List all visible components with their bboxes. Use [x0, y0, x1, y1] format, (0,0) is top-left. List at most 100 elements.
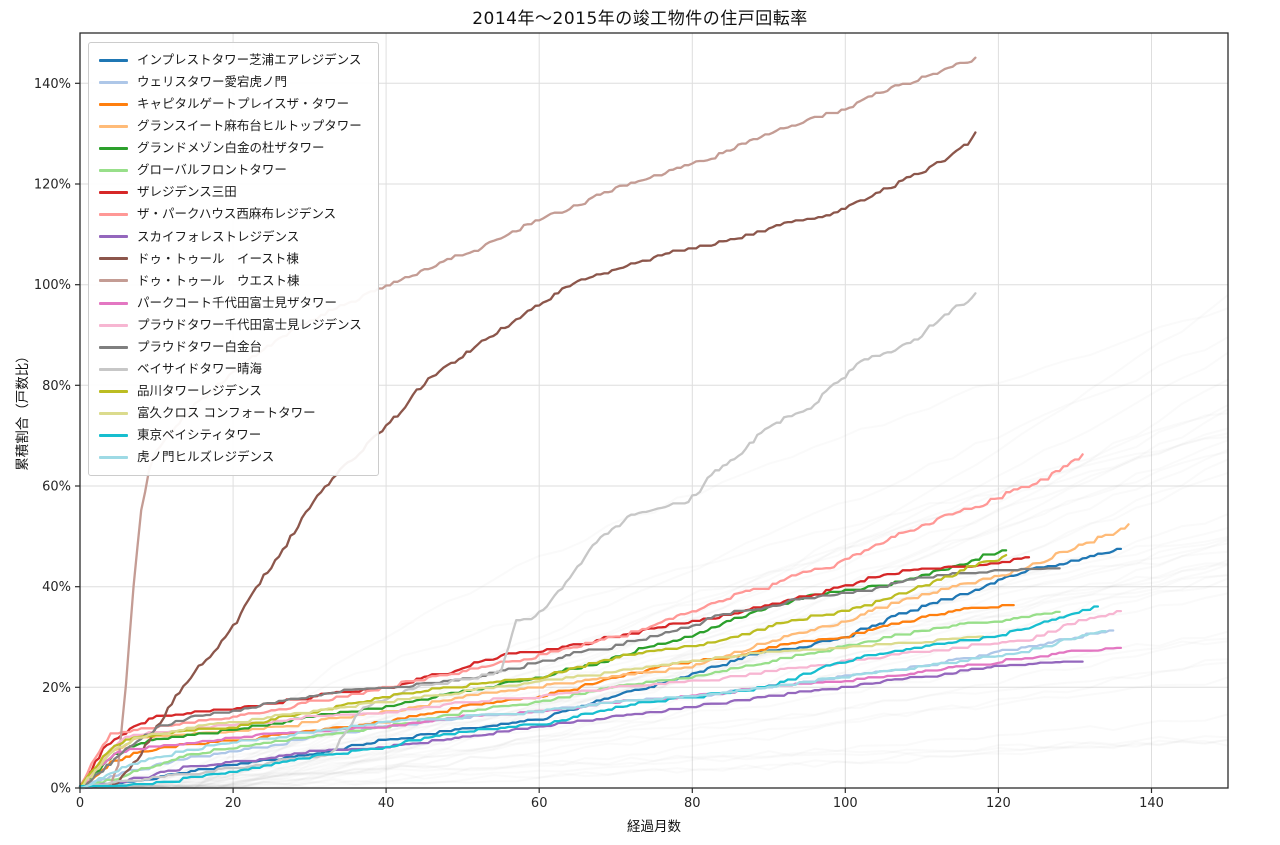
x-tick-label: 100 — [833, 796, 858, 811]
legend-label: ウェリスタワー愛宕虎ノ門 — [137, 73, 288, 89]
legend-label: グランドメゾン白金の杜ザタワー — [137, 140, 325, 156]
series-line — [78, 523, 1130, 790]
legend-label: プラウドタワー千代田富士見レジデンス — [137, 316, 362, 332]
chart-title: 2014年〜2015年の竣工物件の住戸回転率 — [472, 9, 808, 29]
y-tick-label: 40% — [42, 580, 71, 595]
legend-label: ザレジデンス三田 — [137, 184, 237, 200]
legend-label: プラウドタワー白金台 — [137, 339, 263, 355]
y-tick-label: 0% — [50, 782, 71, 797]
y-tick-label: 20% — [42, 681, 71, 696]
legend-item: グローバルフロントタワー — [99, 159, 362, 181]
legend-item: ドゥ・トゥール イースト棟 — [99, 248, 362, 270]
background-series-line — [79, 436, 1229, 790]
background-series-line — [80, 535, 1229, 789]
legend-line-swatch — [99, 434, 128, 438]
legend-item: 品川タワーレジデンス — [99, 380, 362, 402]
legend-label: ザ・パークハウス西麻布レジデンス — [137, 206, 337, 222]
x-tick-label: 40 — [378, 796, 395, 811]
y-tick-label: 140% — [34, 77, 71, 92]
series-line — [78, 660, 1084, 790]
x-tick-label: 140 — [1139, 796, 1164, 811]
legend-line-swatch — [99, 279, 128, 283]
background-series-line — [79, 630, 1229, 789]
background-series-line — [79, 640, 1229, 789]
background-series-line — [79, 573, 1229, 790]
legend-label: 虎ノ門ヒルズレジデンス — [137, 449, 275, 465]
legend-line-swatch — [99, 456, 128, 460]
legend-item: グランスイート麻布台ヒルトップタワー — [99, 115, 362, 137]
background-series-line — [79, 351, 1229, 789]
legend-line-swatch — [99, 213, 128, 217]
series-line — [78, 292, 977, 790]
legend-label: グローバルフロントタワー — [137, 162, 287, 178]
x-tick-label: 80 — [684, 796, 701, 811]
background-series-line — [79, 735, 1229, 789]
background-series-line — [80, 713, 1229, 789]
legend-item: キャピタルゲートプレイスザ・タワー — [99, 93, 362, 115]
series-line — [78, 567, 1061, 789]
legend-line-swatch — [99, 345, 128, 349]
background-series-line — [79, 739, 1229, 790]
x-tick-label: 120 — [986, 796, 1011, 811]
legend-line-swatch — [99, 301, 128, 305]
legend-label: ベイサイドタワー晴海 — [137, 361, 263, 377]
x-tick-label: 60 — [531, 796, 548, 811]
legend-item: ベイサイドタワー晴海 — [99, 358, 362, 380]
legend-label: 東京ベイシティタワー — [137, 427, 262, 443]
background-series-line — [79, 404, 1229, 790]
series-line — [78, 553, 1008, 790]
y-tick-label: 120% — [34, 178, 71, 193]
legend-item: パークコート千代田富士見ザタワー — [99, 292, 362, 314]
background-series-line — [79, 537, 1229, 789]
series-line — [78, 556, 1031, 789]
background-series-line — [79, 458, 1229, 790]
legend-label: パークコート千代田富士見ザタワー — [137, 294, 338, 310]
legend-line-swatch — [99, 58, 128, 62]
legend-line-swatch — [99, 102, 128, 106]
series-line — [78, 635, 985, 790]
x-tick-label: 20 — [225, 796, 242, 811]
legend-line-swatch — [99, 389, 128, 393]
legend-item: 虎ノ門ヒルズレジデンス — [99, 447, 362, 469]
legend-line-swatch — [99, 80, 128, 84]
background-series-line — [79, 637, 1229, 790]
legend-item: ザ・パークハウス西麻布レジデンス — [99, 204, 362, 226]
legend-item: スカイフォレストレジデンス — [99, 226, 362, 248]
background-series-line — [79, 336, 1229, 789]
background-series-line — [80, 563, 1229, 789]
legend-label: インプレストタワー芝浦エアレジデンス — [137, 51, 362, 67]
legend-item: ウェリスタワー愛宕虎ノ門 — [99, 71, 362, 93]
legend-item: 富久クロス コンフォートタワー — [99, 403, 362, 425]
legend-item: プラウドタワー千代田富士見レジデンス — [99, 314, 362, 336]
series-line — [78, 630, 1107, 790]
legend-line-swatch — [99, 235, 128, 239]
legend: インプレストタワー芝浦エアレジデンス ウェリスタワー愛宕虎ノ門キャピタルゲートプレ… — [88, 42, 379, 476]
background-series-line — [80, 307, 1229, 789]
legend-item: ザレジデンス三田 — [99, 182, 362, 204]
background-series-line — [79, 739, 1229, 789]
background-series-line — [79, 412, 1229, 789]
series-line — [78, 453, 1084, 790]
background-series-line — [80, 676, 1229, 790]
x-tick-label: 0 — [76, 796, 84, 811]
series-line — [78, 605, 1100, 788]
legend-line-swatch — [99, 257, 128, 261]
y-axis-label: 累積割合（戸数比） — [15, 349, 31, 471]
background-series-line — [79, 738, 1229, 789]
legend-line-swatch — [99, 169, 128, 173]
legend-label: スカイフォレストレジデンス — [137, 228, 300, 244]
legend-label: グランスイート麻布台ヒルトップタワー — [137, 118, 362, 134]
series-line — [78, 131, 977, 788]
background-series-line — [79, 538, 1229, 790]
y-tick-label: 60% — [42, 480, 71, 495]
legend-item: プラウドタワー白金台 — [99, 336, 362, 358]
legend-line-swatch — [99, 367, 128, 371]
legend-item: グランドメゾン白金の杜ザタワー — [99, 137, 362, 159]
legend-label: 品川タワーレジデンス — [137, 383, 262, 399]
legend-item: 東京ベイシティタワー — [99, 425, 362, 447]
legend-item: インプレストタワー芝浦エアレジデンス — [99, 49, 362, 71]
y-tick-label: 100% — [34, 278, 71, 293]
background-series-line — [79, 439, 1229, 790]
legend-line-swatch — [99, 124, 128, 128]
